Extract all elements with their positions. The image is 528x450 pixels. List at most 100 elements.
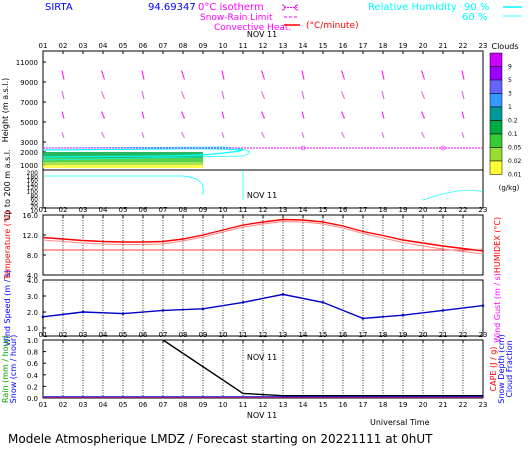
wind-barb: [461, 90, 465, 100]
temperature-y-tick-label: 8.0: [27, 252, 38, 260]
wind-barb: [261, 111, 265, 119]
wind-barb: [181, 70, 185, 80]
hour-label: 09: [199, 206, 208, 214]
hour-label-top: 06: [139, 42, 148, 50]
hour-label: 15: [319, 206, 328, 214]
hour-label-bottom: 17: [359, 401, 368, 409]
wind-barb: [421, 90, 425, 100]
hour-label-rain-top: 21: [439, 331, 448, 339]
site-name: SIRTA: [45, 2, 73, 13]
hour-label-bottom: 18: [379, 401, 388, 409]
temperature-series-line: [42, 218, 484, 252]
wind-barb: [421, 111, 425, 119]
wind-barb: [141, 70, 145, 80]
wind-barb: [141, 90, 145, 100]
hour-label-top: 02: [59, 42, 68, 50]
hour-label-rain-top: 14: [299, 331, 308, 339]
height-tick-low: 120: [27, 185, 39, 192]
hour-label-rain-top: 18: [379, 331, 388, 339]
legend-swatch: [489, 66, 503, 81]
snow-rain-limit-label: Snow-Rain Limit: [200, 13, 273, 23]
wind-barb: [461, 70, 465, 80]
temperature-y-tick-label: 16.0: [22, 212, 38, 220]
wind-barb: [301, 131, 305, 139]
hour-label-rain-top: 22: [459, 331, 468, 339]
wind-barb: [301, 90, 305, 100]
wind-barb: [381, 111, 385, 119]
wind-barb: [341, 131, 345, 139]
hour-label-bottom: 10: [219, 401, 228, 409]
date-label-top: NOV 11: [247, 30, 277, 39]
legend-level: 3: [508, 91, 512, 98]
hour-label-bottom: 02: [59, 401, 68, 409]
wind-barb: [381, 70, 385, 80]
hour-label: 12: [259, 206, 268, 214]
hour-label-rain-top: 01: [39, 331, 48, 339]
wind-barb: [421, 131, 425, 139]
isotherm-marker: [440, 145, 446, 151]
wind-barb: [421, 70, 425, 80]
wind-barb: [261, 70, 265, 80]
hour-label-rain-top: 08: [179, 331, 188, 339]
wind-point: [281, 293, 285, 296]
hour-label-rain-top: 11: [239, 331, 248, 339]
hour-label: 17: [359, 206, 368, 214]
hour-label: 16: [339, 206, 348, 214]
hour-label-bottom: 23: [479, 401, 488, 409]
rain-axis-label-2: Snow (cm / hour): [9, 335, 18, 404]
height-tick-low: 20: [30, 204, 38, 211]
wind-barb: [301, 111, 305, 119]
hour-label-rain-top: 05: [119, 331, 128, 339]
wind-y-tick-label: 1.0: [27, 325, 38, 333]
legend-swatch: [489, 106, 503, 121]
rh-60-contour: [42, 146, 250, 161]
wind-barb: [101, 70, 105, 80]
hour-label: 02: [59, 206, 68, 214]
height-tick-low: 100: [27, 189, 39, 196]
hour-label-rain-top: 17: [359, 331, 368, 339]
hour-label-bottom: 13: [279, 401, 288, 409]
rain-axis-label: Rain (mm / hour): [1, 335, 10, 403]
wind-point: [441, 309, 445, 312]
hour-label-bottom: 15: [319, 401, 328, 409]
hour-label: 03: [79, 206, 88, 214]
wind-barb: [341, 90, 345, 100]
hour-label-rain-top: 10: [219, 331, 228, 339]
wind-barb: [301, 70, 305, 80]
legend-level: 5: [508, 77, 512, 84]
hour-label-top: 16: [339, 42, 348, 50]
height-tick-low: 80: [30, 193, 38, 200]
wind-barb: [61, 90, 65, 100]
hour-label-top: 21: [439, 42, 448, 50]
hour-label: 11: [239, 206, 248, 214]
hour-label-bottom: 01: [39, 401, 48, 409]
cloud-band: [43, 162, 203, 165]
hour-label-bottom: 03: [79, 401, 88, 409]
wind-point: [41, 315, 45, 319]
temperature-axis-label: Temperature (°C): [3, 210, 12, 280]
temperature-right-axis-label: HUMIDEX (°C): [493, 217, 502, 273]
height-tick-low: 10: [30, 208, 38, 215]
height-tick-low: 140: [27, 181, 39, 188]
wind-barb: [101, 111, 105, 119]
legend-swatch: [489, 79, 503, 94]
wind-point: [481, 304, 485, 307]
height-tick-low: 60: [30, 197, 38, 204]
wind-barb: [181, 131, 185, 139]
hour-label-bottom: 21: [439, 401, 448, 409]
wind-point: [161, 309, 165, 312]
legend-swatch: [489, 52, 503, 67]
wind-point: [361, 317, 365, 320]
legend-swatch: [489, 120, 503, 135]
hour-label: 05: [119, 206, 128, 214]
rain-y-tick-label: 0.8: [27, 349, 38, 357]
wind-y-tick-label: 2.0: [27, 309, 38, 317]
legend-level: 0.2: [508, 118, 518, 125]
wind-barb: [461, 131, 465, 139]
rh-60-value: 60 %: [462, 12, 487, 23]
hour-label-top: 22: [459, 42, 468, 50]
rain-y-tick-label: 0.4: [27, 372, 39, 380]
wind-point: [321, 301, 325, 304]
hour-label-rain-top: 15: [319, 331, 328, 339]
universal-time-label: Universal Time: [370, 418, 430, 427]
